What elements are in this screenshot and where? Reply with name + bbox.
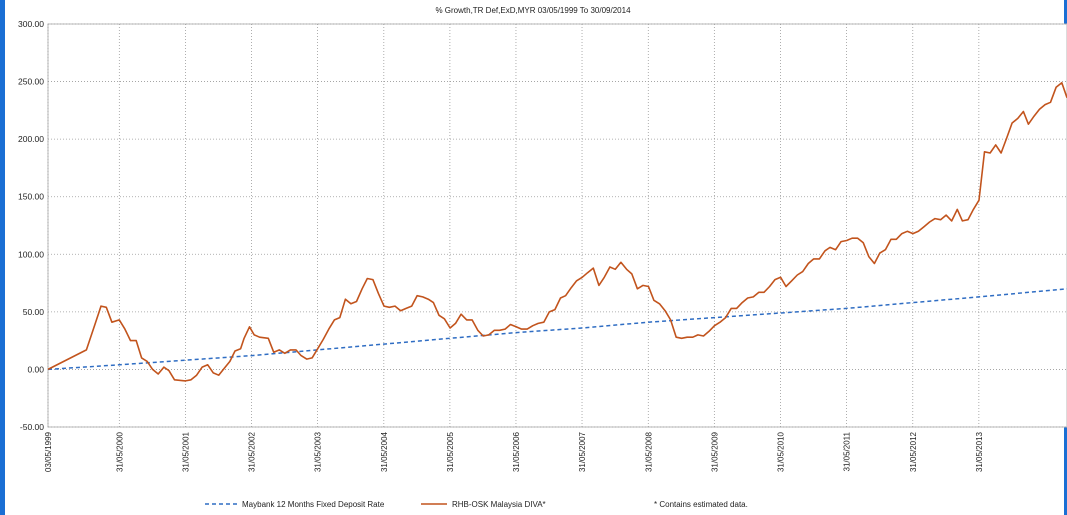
x-tick-label: 31/05/2008 (644, 431, 653, 472)
y-tick-label: 100.00 (18, 249, 44, 259)
y-axis: 300.00 250.00 200.00 150.00 100.00 50.00 0.00 -… (18, 19, 44, 432)
x-tick-label: 31/05/2012 (909, 431, 918, 472)
x-tick-label: 31/05/2006 (512, 431, 521, 472)
x-tick-label: 31/05/2001 (181, 431, 190, 472)
y-tick-label: 300.00 (18, 19, 44, 29)
series-line-deposit (47, 288, 1067, 371)
x-tick-label: 31/05/2002 (247, 431, 256, 472)
x-tick-label: 31/05/2000 (115, 431, 124, 472)
x-tick-label: 03/05/1999 (44, 431, 53, 472)
x-tick-label: 31/05/2013 (975, 431, 984, 472)
x-tick-label: 31/05/2004 (380, 431, 389, 472)
x-tick-label: 31/05/2007 (578, 431, 587, 472)
y-tick-label: 150.00 (18, 192, 44, 202)
y-tick-label: -50.00 (20, 422, 44, 432)
y-tick-label: 250.00 (18, 77, 44, 87)
y-tick-label: 50.00 (23, 307, 45, 317)
x-tick-label: 31/05/2003 (314, 431, 323, 472)
legend-label-fund: RHB-OSK Malaysia DIVA* (452, 500, 546, 509)
x-axis: 03/05/1999 31/05/2000 31/05/2001 31/05/2002… (44, 431, 984, 472)
plot-area (47, 23, 1067, 428)
legend-label-deposit: Maybank 12 Months Fixed Deposit Rate (242, 500, 385, 509)
grid (47, 23, 1067, 428)
x-tick-label: 31/05/2005 (446, 431, 455, 472)
chart-title: % Growth,TR Def,ExD,MYR 03/05/1999 To 30… (435, 6, 631, 15)
y-tick-label: 200.00 (18, 134, 44, 144)
estimated-data-note: * Contains estimated data. (654, 500, 748, 509)
series-line-fund (47, 81, 1067, 382)
x-tick-label: 31/05/2011 (843, 431, 852, 471)
series-group (47, 81, 1067, 382)
y-tick-label: 0.00 (27, 364, 44, 374)
x-tick-label: 31/05/2009 (710, 431, 719, 472)
legend: Maybank 12 Months Fixed Deposit Rate RHB… (205, 500, 748, 509)
x-tick-label: 31/05/2010 (776, 431, 785, 472)
